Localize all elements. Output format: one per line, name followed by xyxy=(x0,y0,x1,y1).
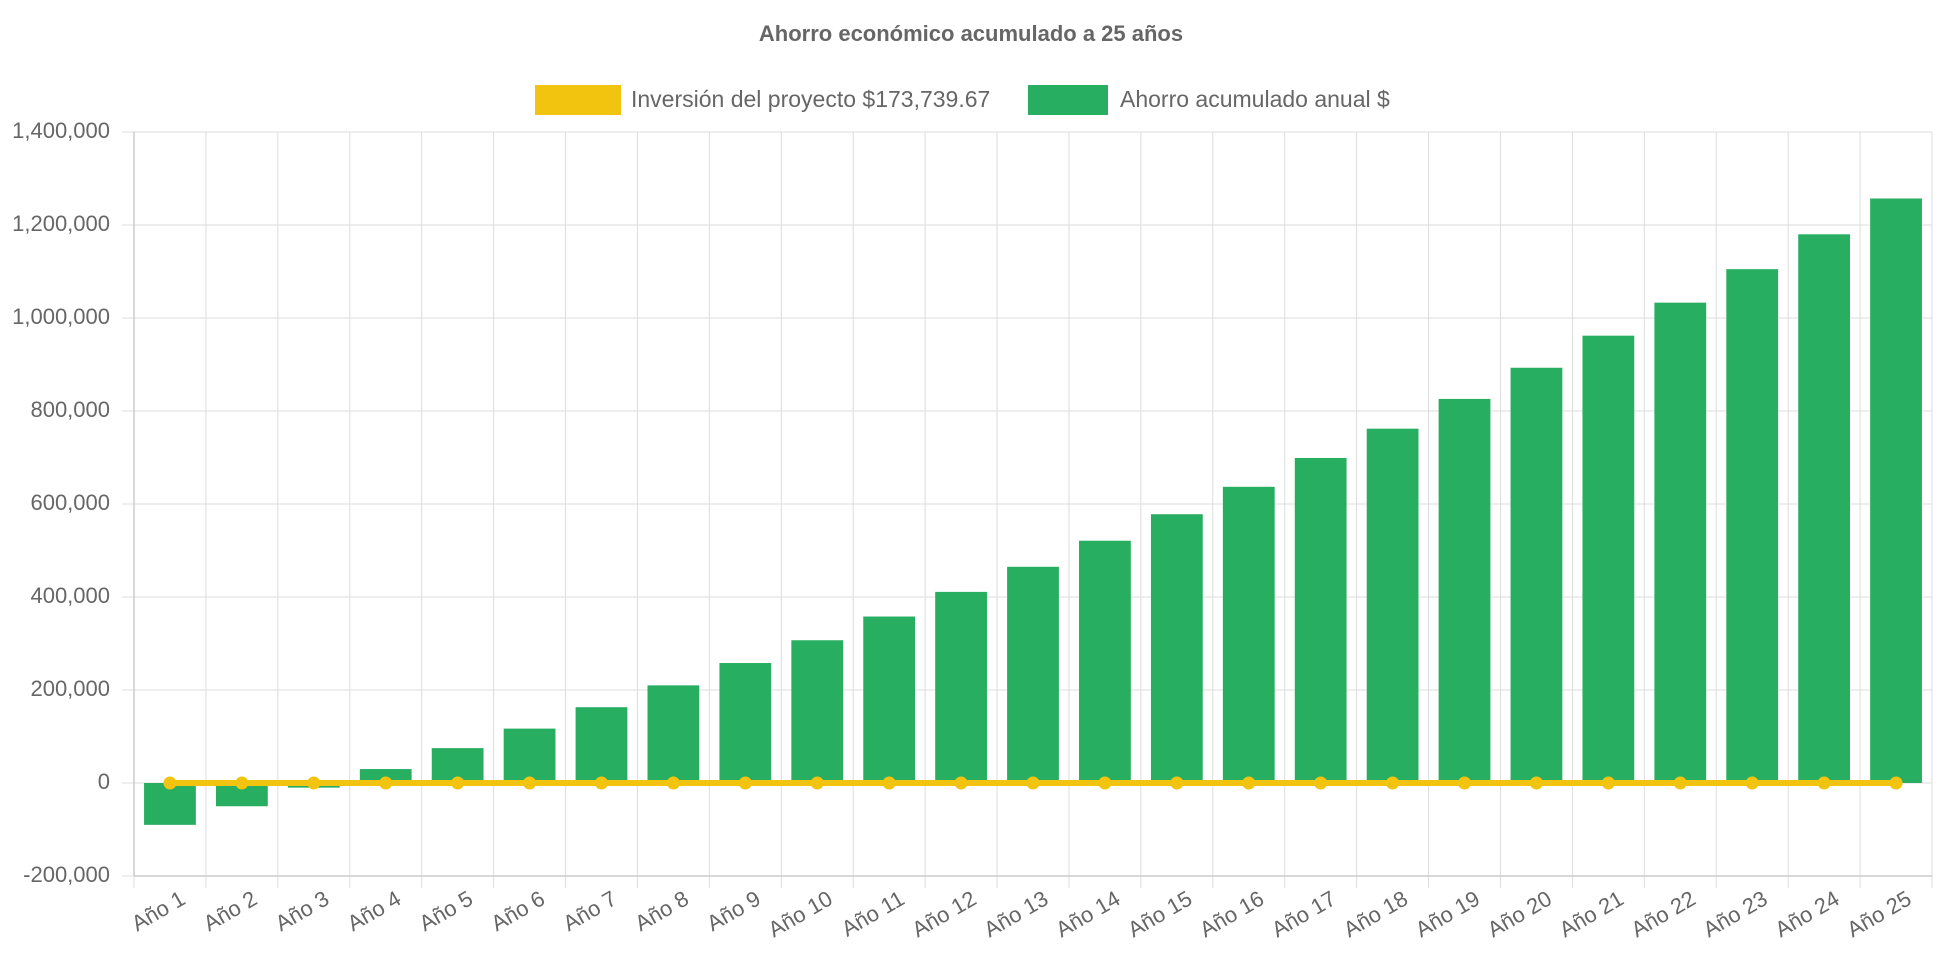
bar xyxy=(144,783,196,825)
x-tick-label: Año 13 xyxy=(980,886,1053,943)
bar xyxy=(719,663,772,783)
point xyxy=(1386,776,1400,790)
x-tick-label: Año 23 xyxy=(1699,886,1772,943)
x-tick-label: Año 22 xyxy=(1627,886,1700,943)
bar xyxy=(359,769,412,783)
point xyxy=(1026,776,1040,790)
bar xyxy=(1798,234,1851,784)
x-tick-label: Año 10 xyxy=(764,886,837,943)
y-tick-label: 1,000,000 xyxy=(12,304,110,329)
x-tick-label: Año 9 xyxy=(702,886,764,936)
bar xyxy=(1079,540,1131,783)
legend-swatch xyxy=(535,85,621,115)
point xyxy=(451,776,465,790)
x-tick-label: Año 5 xyxy=(415,886,477,936)
point xyxy=(1673,776,1687,790)
bar xyxy=(503,728,556,783)
y-tick-label: 1,200,000 xyxy=(12,211,110,236)
point xyxy=(1529,776,1543,790)
point xyxy=(954,776,968,790)
x-tick-label: Año 24 xyxy=(1771,886,1844,943)
x-tick-label: Año 7 xyxy=(559,886,621,936)
x-tick-label: Año 12 xyxy=(908,886,981,943)
y-tick-label: 0 xyxy=(98,769,110,794)
bar xyxy=(1294,457,1347,783)
y-tick-label: 800,000 xyxy=(30,397,110,422)
bar xyxy=(1870,198,1922,783)
x-tick-label: Año 8 xyxy=(631,886,693,936)
point xyxy=(163,776,177,790)
x-tick-label: Año 20 xyxy=(1483,886,1556,943)
x-tick-label: Año 6 xyxy=(487,886,549,936)
y-tick-label: 400,000 xyxy=(30,583,110,608)
bar xyxy=(647,685,700,783)
bar xyxy=(1438,398,1491,783)
bar xyxy=(575,707,628,783)
x-tick-label: Año 3 xyxy=(271,886,333,936)
point xyxy=(1889,776,1903,790)
point xyxy=(1098,776,1112,790)
point xyxy=(1170,776,1184,790)
point xyxy=(666,776,680,790)
bar xyxy=(1510,367,1563,783)
bar xyxy=(215,783,268,807)
chart-title: Ahorro económico acumulado a 25 años xyxy=(759,21,1183,46)
point xyxy=(235,776,249,790)
point xyxy=(1314,776,1328,790)
point xyxy=(1745,776,1759,790)
x-tick-label: Año 2 xyxy=(199,886,261,936)
legend-label: Ahorro acumulado anual $ xyxy=(1120,86,1390,112)
x-tick-label: Año 15 xyxy=(1123,886,1196,943)
x-tick-label: Año 21 xyxy=(1555,886,1628,943)
point xyxy=(379,776,393,790)
x-tick-label: Año 25 xyxy=(1843,886,1916,943)
x-tick-label: Año 11 xyxy=(837,886,908,942)
point xyxy=(1601,776,1615,790)
bar xyxy=(1654,302,1707,783)
bar xyxy=(1726,269,1779,783)
x-tick-label: Año 1 xyxy=(127,886,189,936)
point xyxy=(307,776,321,790)
y-tick-label: 600,000 xyxy=(30,490,110,515)
y-tick-label: 1,400,000 xyxy=(12,118,110,143)
bar xyxy=(1007,566,1059,783)
point xyxy=(738,776,752,790)
point xyxy=(594,776,608,790)
x-tick-label: Año 4 xyxy=(343,886,405,936)
point xyxy=(1458,776,1472,790)
legend-label: Inversión del proyecto $173,739.67 xyxy=(631,86,990,112)
point xyxy=(882,776,896,790)
x-tick-label: Año 16 xyxy=(1195,886,1268,943)
bar xyxy=(1150,514,1203,783)
legend-swatch xyxy=(1028,85,1108,115)
point xyxy=(1817,776,1831,790)
point xyxy=(810,776,824,790)
point xyxy=(1242,776,1256,790)
x-tick-label: Año 17 xyxy=(1267,886,1340,943)
bar xyxy=(791,640,844,783)
bar xyxy=(1366,428,1419,783)
point xyxy=(523,776,537,790)
x-tick-label: Año 14 xyxy=(1051,886,1124,943)
x-tick-label: Año 18 xyxy=(1339,886,1412,943)
bar xyxy=(1582,335,1635,783)
bar xyxy=(863,616,916,783)
bar xyxy=(935,591,987,783)
y-tick-label: 200,000 xyxy=(30,676,110,701)
x-tick-label: Año 19 xyxy=(1411,886,1484,943)
y-tick-label: -200,000 xyxy=(23,862,110,887)
bar xyxy=(1222,486,1275,783)
